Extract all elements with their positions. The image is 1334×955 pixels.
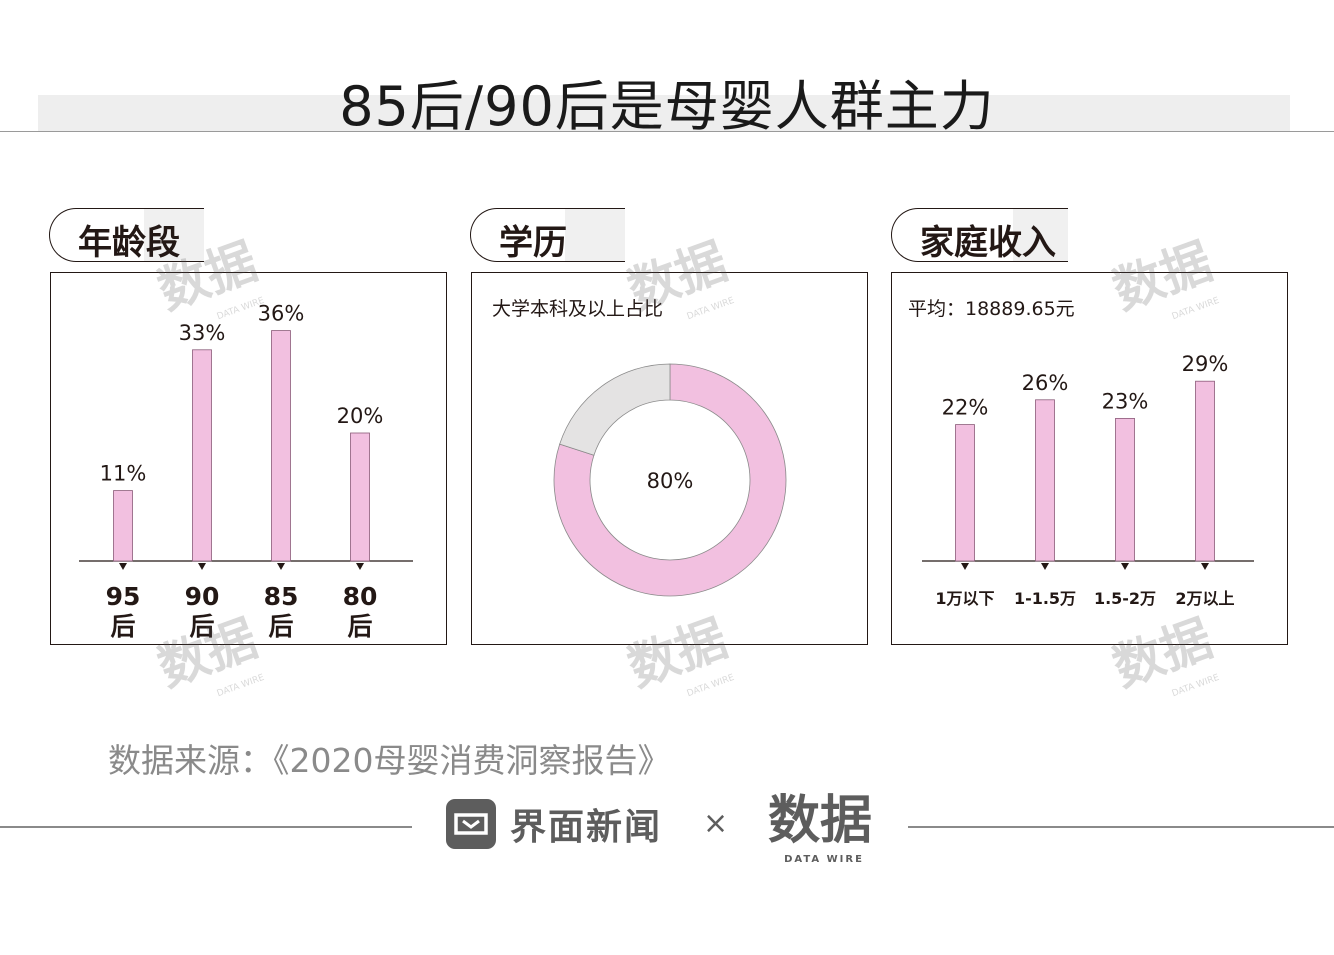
donut-slice <box>553 363 787 597</box>
tab-income-label: 家庭收入 <box>920 223 1056 263</box>
watermark-logo: 数据 DATA WIRE <box>621 615 736 699</box>
category-label: 后 <box>268 612 293 641</box>
bar <box>1195 380 1215 562</box>
bar <box>113 490 133 562</box>
category-label: 1.5-2万 <box>1094 589 1156 608</box>
category-label: 后 <box>189 612 214 641</box>
data-label: 33% <box>179 321 226 345</box>
bar <box>350 432 370 562</box>
title-underline <box>0 131 1334 132</box>
education-panel: 大学本科及以上占比 80% <box>471 272 868 645</box>
education-chart: 大学本科及以上占比 80% <box>492 298 787 597</box>
tick-marker <box>119 563 127 570</box>
data-label: 11% <box>100 462 147 486</box>
data-label: 20% <box>337 404 384 428</box>
category-label: 2万以上 <box>1175 589 1234 608</box>
category-label: 80 <box>343 582 378 611</box>
bar <box>271 330 291 562</box>
watermark-logo: 数据 DATA WIRE <box>151 238 266 322</box>
category-label: 95 <box>106 582 141 611</box>
watermark-logo: 数据 DATA WIRE <box>621 238 736 322</box>
footer-line-left <box>0 826 412 828</box>
title-band <box>38 95 1290 131</box>
tick-marker <box>961 563 969 570</box>
watermark-logo: 数据 DATA WIRE <box>1106 615 1221 699</box>
tick-marker <box>1041 563 1049 570</box>
category-label: 85 <box>264 582 299 611</box>
tab-education: 学历 <box>470 208 625 263</box>
tab-age: 年龄段 <box>49 208 204 263</box>
data-label: 22% <box>942 396 989 420</box>
watermark-logo: 数据 DATA WIRE <box>1106 238 1221 322</box>
page-title: 85后/90后是母婴人群主力 <box>339 75 995 138</box>
tick-marker <box>277 563 285 570</box>
age-panel: 11% 95 后 33% 90 后 36% 85 后 20% 80 后 <box>50 272 447 645</box>
tick-marker <box>1121 563 1129 570</box>
tick-marker <box>356 563 364 570</box>
data-label: 26% <box>1022 371 1069 395</box>
income-chart: 平均：18889.65元 22% 1万以下 26% 1-1.5万 23% 1.5-2万 29… <box>908 298 1254 608</box>
jiemian-logo-icon <box>446 799 496 849</box>
donut-slice <box>559 363 671 456</box>
data-source: 数据来源：《2020母婴消费洞察报告》 <box>108 741 671 780</box>
bar <box>192 349 212 562</box>
datawire-logo-sub: DATA WIRE <box>784 854 864 865</box>
category-label: 后 <box>110 612 135 641</box>
category-label: 90 <box>185 582 220 611</box>
education-subtitle: 大学本科及以上占比 <box>492 298 663 320</box>
watermark-logo: 数据 DATA WIRE <box>151 615 266 699</box>
times-symbol: × <box>703 806 729 841</box>
bar <box>1035 399 1055 562</box>
data-label: 36% <box>258 302 305 326</box>
tick-marker <box>1201 563 1209 570</box>
category-label: 后 <box>347 612 372 641</box>
income-subtitle: 平均：18889.65元 <box>908 298 1075 320</box>
brand-jiemian: 界面新闻 <box>446 798 662 850</box>
datawire-logo-text: 数据 <box>768 791 872 851</box>
brand-name: 界面新闻 <box>510 807 663 848</box>
tab-income: 家庭收入 <box>891 208 1068 263</box>
data-label: 23% <box>1102 389 1149 413</box>
footer-line-right <box>908 826 1334 828</box>
category-label: 1-1.5万 <box>1014 589 1076 608</box>
data-label: 29% <box>1182 352 1229 376</box>
datawire-logo: 数据 DATA WIRE <box>768 791 872 865</box>
tab-education-label: 学历 <box>499 223 567 263</box>
income-panel: 平均：18889.65元 22% 1万以下 26% 1-1.5万 23% 1.5-2万 29… <box>891 272 1288 645</box>
bar <box>1115 417 1135 562</box>
category-label: 1万以下 <box>935 589 994 608</box>
tick-marker <box>198 563 206 570</box>
donut-center-label: 80% <box>647 469 694 493</box>
tab-age-label: 年龄段 <box>78 223 180 263</box>
bar <box>955 424 975 562</box>
